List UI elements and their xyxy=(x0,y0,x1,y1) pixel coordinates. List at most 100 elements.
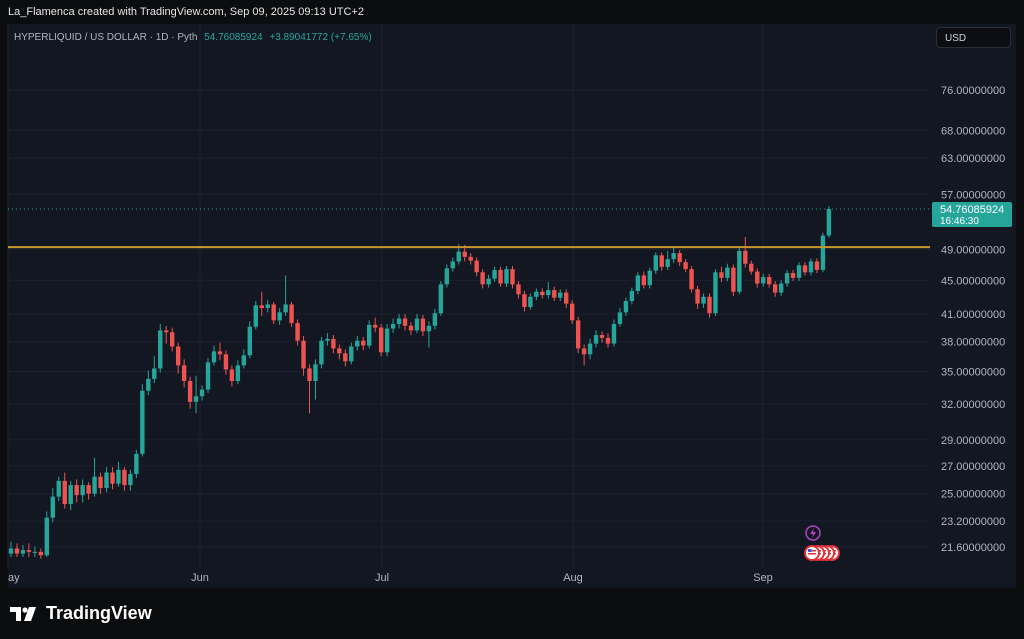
last-price-countdown: 16:46:30 xyxy=(940,216,979,227)
candle-body xyxy=(38,551,44,556)
candle-body xyxy=(181,365,187,381)
last-price-tag-value: 54.76085924 xyxy=(940,204,1004,216)
candle-body xyxy=(778,283,784,293)
candle-body xyxy=(546,290,551,296)
time-tick-label: Aug xyxy=(563,572,583,584)
candle-body xyxy=(367,324,372,346)
candle-body xyxy=(504,269,509,284)
symbol-legend[interactable]: HYPERLIQUID / US DOLLAR · 1D · Pyth 54.7… xyxy=(14,32,372,43)
candle-body xyxy=(755,271,760,284)
lightning-bolt xyxy=(810,528,816,538)
candle-body xyxy=(372,324,378,328)
candle-body xyxy=(134,453,139,474)
candle-body xyxy=(265,304,270,308)
flag-stripe xyxy=(808,550,816,552)
candle-body xyxy=(689,269,694,290)
grid-lines xyxy=(7,24,930,568)
candle-body xyxy=(331,338,336,349)
candle-body xyxy=(772,284,778,293)
candle-body xyxy=(253,305,258,327)
price-tick-label: 57.00000000 xyxy=(941,189,1005,201)
candle-body xyxy=(444,268,450,285)
candle-body xyxy=(522,294,527,308)
candle-body xyxy=(68,485,73,505)
candle-body xyxy=(217,351,223,355)
candle-body xyxy=(540,291,545,296)
candle-body xyxy=(569,303,575,321)
candle-body xyxy=(575,320,581,349)
candle-body xyxy=(713,272,718,314)
candle-body xyxy=(587,343,593,355)
candle-body xyxy=(671,253,676,260)
candle-body xyxy=(44,517,50,556)
flag-stripe xyxy=(808,553,816,555)
candle-body xyxy=(384,328,390,353)
candle-body xyxy=(528,296,533,308)
candle-body xyxy=(146,378,151,391)
price-tick-label: 35.00000000 xyxy=(941,367,1005,379)
price-tick-label: 68.00000000 xyxy=(941,125,1005,137)
candle-body xyxy=(462,251,467,257)
price-tick-label: 49.00000000 xyxy=(941,244,1005,256)
candle-body xyxy=(26,550,32,552)
candle-body xyxy=(128,473,133,486)
candle-body xyxy=(617,312,623,324)
candle-body xyxy=(814,261,820,270)
candle-body xyxy=(32,551,38,553)
candle-body xyxy=(283,304,288,313)
candle-body xyxy=(337,348,342,354)
candle-body xyxy=(456,251,461,262)
candle-body xyxy=(80,485,85,496)
candle-body xyxy=(277,312,282,321)
candle-body xyxy=(241,355,247,366)
candle-body xyxy=(74,485,79,496)
currency-button[interactable]: USD xyxy=(936,27,1011,48)
candle-body xyxy=(158,330,163,369)
candle-body xyxy=(193,396,199,402)
candle-body xyxy=(677,253,682,263)
candle-body xyxy=(498,269,503,284)
price-tick-label: 63.00000000 xyxy=(941,153,1005,165)
candle-body xyxy=(665,259,670,267)
candle-body xyxy=(480,272,485,285)
candle-body xyxy=(390,323,396,329)
symbol-change: +3.89041772 (+7.65%) xyxy=(269,32,372,43)
candle-body xyxy=(20,550,26,554)
candle-body xyxy=(564,292,569,304)
time-tick-label: ay xyxy=(8,572,20,584)
candle-body xyxy=(426,325,432,332)
last-price-tag xyxy=(932,202,1012,228)
time-tick-label: Sep xyxy=(753,572,773,584)
price-axis: 76.00000000 68.00000000 63.00000000 57.0000… xyxy=(941,85,1005,554)
us-flag-icon xyxy=(804,545,820,561)
time-axis: ay Jun Jul Aug Sep xyxy=(8,572,773,584)
candle-body xyxy=(701,296,706,304)
candle-body xyxy=(420,318,426,332)
candle-body xyxy=(349,346,354,362)
candle-body xyxy=(552,290,557,298)
time-tick-label: Jul xyxy=(375,572,389,584)
candle-body xyxy=(516,284,521,295)
candle-body xyxy=(605,337,611,344)
candle-body xyxy=(826,209,832,236)
flag-canton xyxy=(808,549,812,552)
candle-body xyxy=(164,330,169,333)
candle-body xyxy=(468,256,473,261)
price-tick-label: 38.00000000 xyxy=(941,337,1005,349)
tradingview-logo: TradingView xyxy=(10,603,152,624)
candle-body xyxy=(623,301,629,313)
candle-body xyxy=(205,362,211,390)
lightning-icon xyxy=(805,525,821,541)
candle-body xyxy=(784,273,790,284)
symbol-name: HYPERLIQUID / US DOLLAR · 1D · Pyth xyxy=(14,32,198,43)
candle-body xyxy=(361,340,366,346)
candle-body xyxy=(313,364,318,381)
price-tick-label: 41.00000000 xyxy=(941,309,1005,321)
candle-body xyxy=(432,313,438,326)
candle-body xyxy=(629,290,635,302)
candle-body xyxy=(229,369,235,381)
candle-body xyxy=(581,348,587,355)
candle-body xyxy=(175,346,181,366)
time-tick-label: Jun xyxy=(191,572,209,584)
